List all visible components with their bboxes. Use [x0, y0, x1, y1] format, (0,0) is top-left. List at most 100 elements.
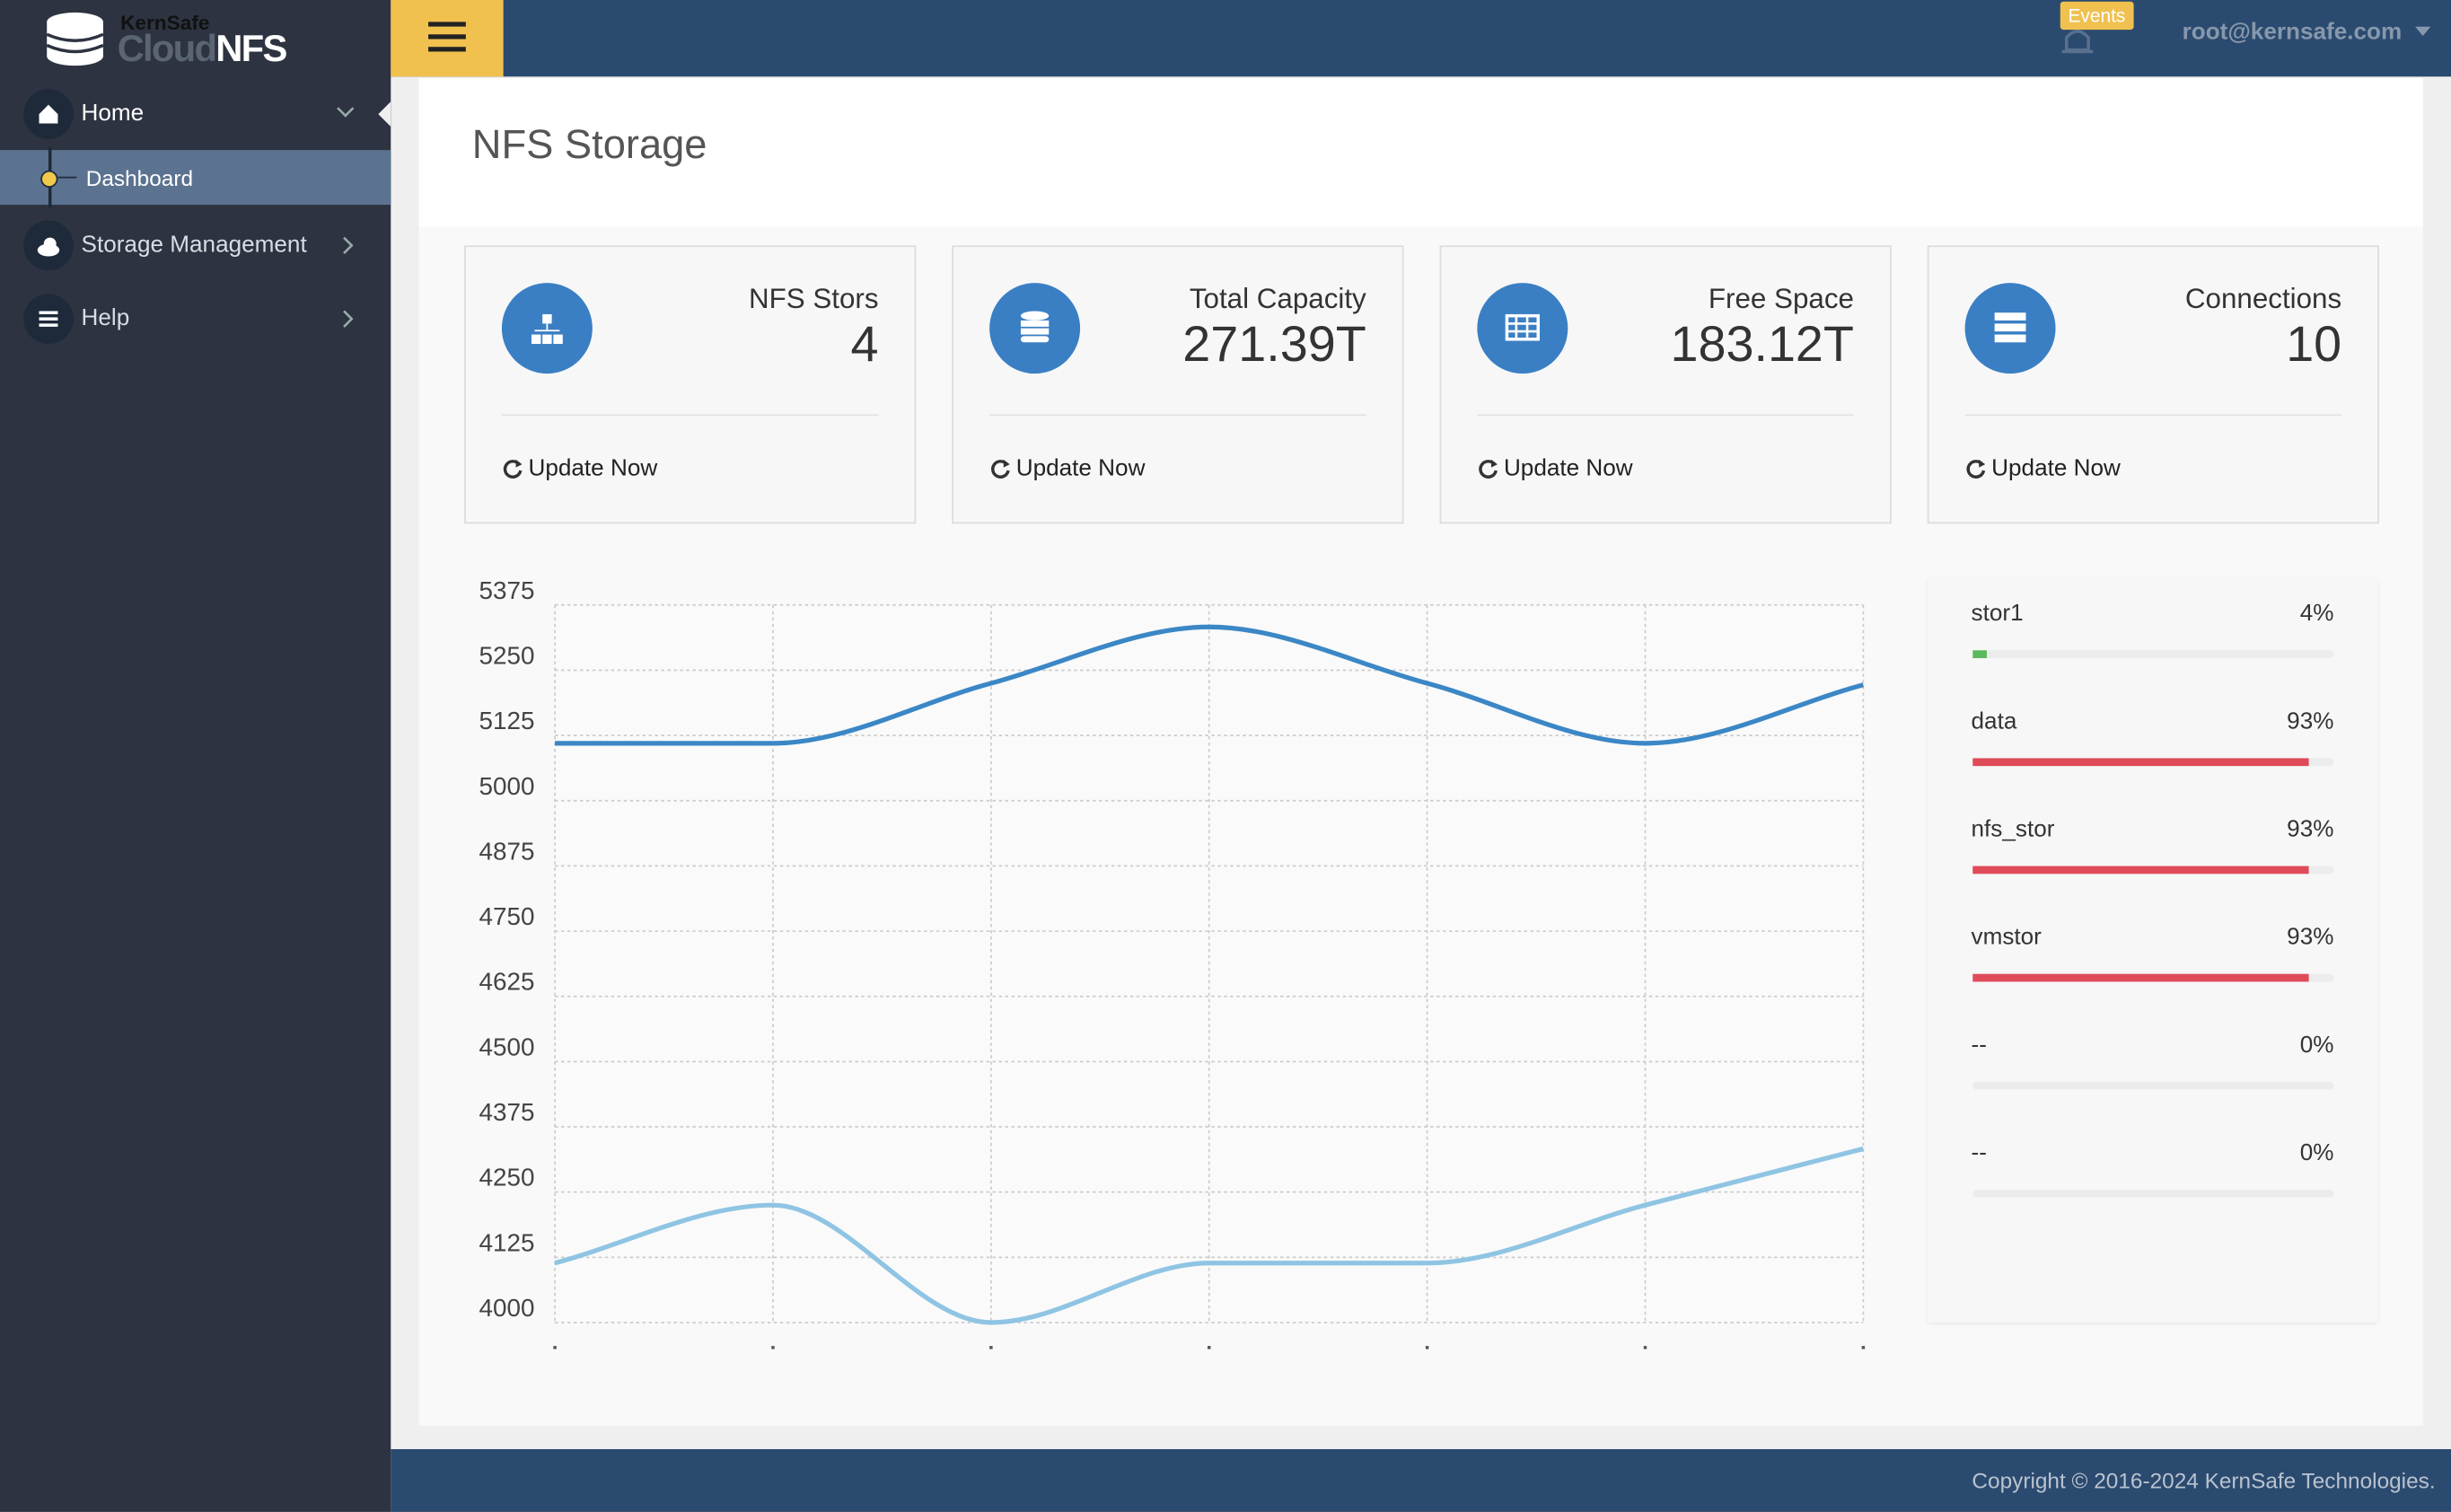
- x-tick: [771, 1346, 775, 1349]
- header: Events root@kernsafe.com: [391, 0, 2451, 77]
- stat-card: Free Space 183.12T Update Now: [1439, 245, 1892, 524]
- y-tick-label: 4875: [479, 837, 535, 865]
- card-value: 4: [850, 315, 879, 373]
- stat-card: NFS Stors 4 Update Now: [464, 245, 917, 524]
- card-divider: [989, 414, 1366, 417]
- copyright: Copyright © 2016-2024 KernSafe Technolog…: [1972, 1467, 2436, 1493]
- y-tick-label: 5000: [479, 772, 535, 800]
- y-tick-label: 5125: [479, 707, 535, 734]
- nav-help[interactable]: Help: [0, 287, 391, 350]
- card-divider: [1964, 414, 2342, 417]
- card-divider: [501, 414, 879, 417]
- card-icon: [1964, 283, 2056, 374]
- sidebar: KernSafe CloudNFS Home Dashboard Storage…: [0, 0, 391, 1512]
- nav-dashboard[interactable]: Dashboard: [0, 146, 391, 208]
- update-label: Update Now: [1015, 454, 1146, 482]
- update-button[interactable]: Update Now: [1965, 454, 2121, 482]
- help-icon: [23, 294, 74, 345]
- update-label: Update Now: [528, 454, 658, 482]
- y-tick-label: 4125: [479, 1228, 535, 1256]
- logo-product-a: Cloud: [117, 28, 217, 71]
- logo-product: CloudNFS: [117, 28, 288, 72]
- x-tick: [989, 1346, 993, 1349]
- progress-track: [1972, 1081, 2334, 1090]
- y-tick-label: 4500: [479, 1033, 535, 1060]
- card-value: 271.39T: [1182, 315, 1366, 373]
- logo-brand: KernSafe: [120, 11, 210, 35]
- line-series: [555, 624, 1865, 746]
- update-label: Update Now: [1503, 454, 1633, 482]
- storage-percent: 0%: [2299, 1032, 2334, 1059]
- card-icon: [1477, 283, 1568, 374]
- progress-bar: [1972, 758, 2309, 767]
- menu-toggle[interactable]: [391, 0, 504, 77]
- card-divider: [1477, 414, 1854, 417]
- nav-label: Home: [81, 100, 145, 127]
- storage-name: --: [1971, 1139, 1987, 1166]
- card-label: Free Space: [1708, 283, 1854, 314]
- card-value: 10: [2286, 315, 2342, 373]
- card-value: 183.12T: [1670, 315, 1854, 373]
- storage-name: --: [1971, 1032, 1987, 1059]
- nav-home[interactable]: Home: [0, 83, 391, 145]
- update-button[interactable]: Update Now: [1477, 454, 1633, 482]
- card-icon: [501, 283, 593, 374]
- y-tick-label: 5250: [479, 641, 535, 669]
- x-tick: [553, 1346, 557, 1349]
- card-label: Connections: [2184, 283, 2342, 314]
- nav-label: Help: [81, 304, 130, 332]
- storage-percent: 0%: [2299, 1139, 2334, 1166]
- x-tick: [1861, 1346, 1866, 1349]
- nav-label: Storage Management: [81, 231, 307, 259]
- page-title: NFS Storage: [471, 120, 707, 168]
- card-label: NFS Stors: [748, 283, 879, 314]
- storage-name: vmstor: [1971, 923, 2042, 951]
- storage-panel: stor1 4% data 93% nfs_stor 93% vmstor 93% -- 0% --…: [1927, 578, 2378, 1323]
- storage-name: nfs_stor: [1971, 815, 2055, 843]
- logo-icon: [46, 12, 104, 66]
- y-tick-label: 5375: [479, 576, 535, 604]
- line-series: [554, 1146, 1865, 1325]
- logo-product-b: NFS: [215, 28, 287, 71]
- progress-track: [1972, 650, 2334, 659]
- storage-name: stor1: [1971, 600, 2024, 628]
- stat-card: Connections 10 Update Now: [1927, 245, 2379, 524]
- y-tick-label: 4250: [479, 1164, 535, 1191]
- line-chart: 4000 4125 4250 4375 4500 4625 4750 4875 5000 5125…: [479, 576, 1866, 1349]
- update-button[interactable]: Update Now: [989, 454, 1146, 482]
- bell-icon[interactable]: [2057, 22, 2097, 59]
- storage-percent: 93%: [2287, 815, 2334, 843]
- cloud-icon: [23, 220, 74, 271]
- progress-bar: [1972, 866, 2309, 875]
- user-menu[interactable]: root@kernsafe.com: [2182, 18, 2403, 46]
- y-tick-label: 4375: [479, 1098, 535, 1126]
- progress-track: [1972, 1189, 2334, 1198]
- home-icon: [23, 89, 74, 139]
- y-tick-label: 4625: [479, 968, 535, 996]
- progress-bar: [1972, 650, 1988, 659]
- progress-track: [1972, 973, 2334, 982]
- x-tick: [1643, 1346, 1647, 1349]
- card-label: Total Capacity: [1189, 283, 1366, 314]
- storage-percent: 93%: [2287, 708, 2334, 735]
- x-tick: [1425, 1346, 1429, 1349]
- x-tick: [1207, 1346, 1211, 1349]
- y-tick-label: 4000: [479, 1294, 535, 1322]
- card-icon: [989, 283, 1081, 374]
- y-tick-label: 4750: [479, 902, 535, 930]
- update-button[interactable]: Update Now: [502, 454, 658, 482]
- storage-name: data: [1971, 708, 2017, 735]
- events-badge[interactable]: Events: [2060, 1, 2134, 31]
- progress-track: [1972, 866, 2334, 875]
- storage-percent: 4%: [2299, 600, 2334, 628]
- footer: Copyright © 2016-2024 KernSafe Technolog…: [391, 1448, 2451, 1512]
- nav-label: Dashboard: [85, 165, 194, 191]
- stat-card: Total Capacity 271.39T Update Now: [952, 245, 1404, 524]
- nav-storage[interactable]: Storage Management: [0, 215, 391, 277]
- progress-track: [1972, 758, 2334, 767]
- update-label: Update Now: [1991, 454, 2121, 482]
- progress-bar: [1972, 973, 2309, 982]
- storage-percent: 93%: [2287, 923, 2334, 951]
